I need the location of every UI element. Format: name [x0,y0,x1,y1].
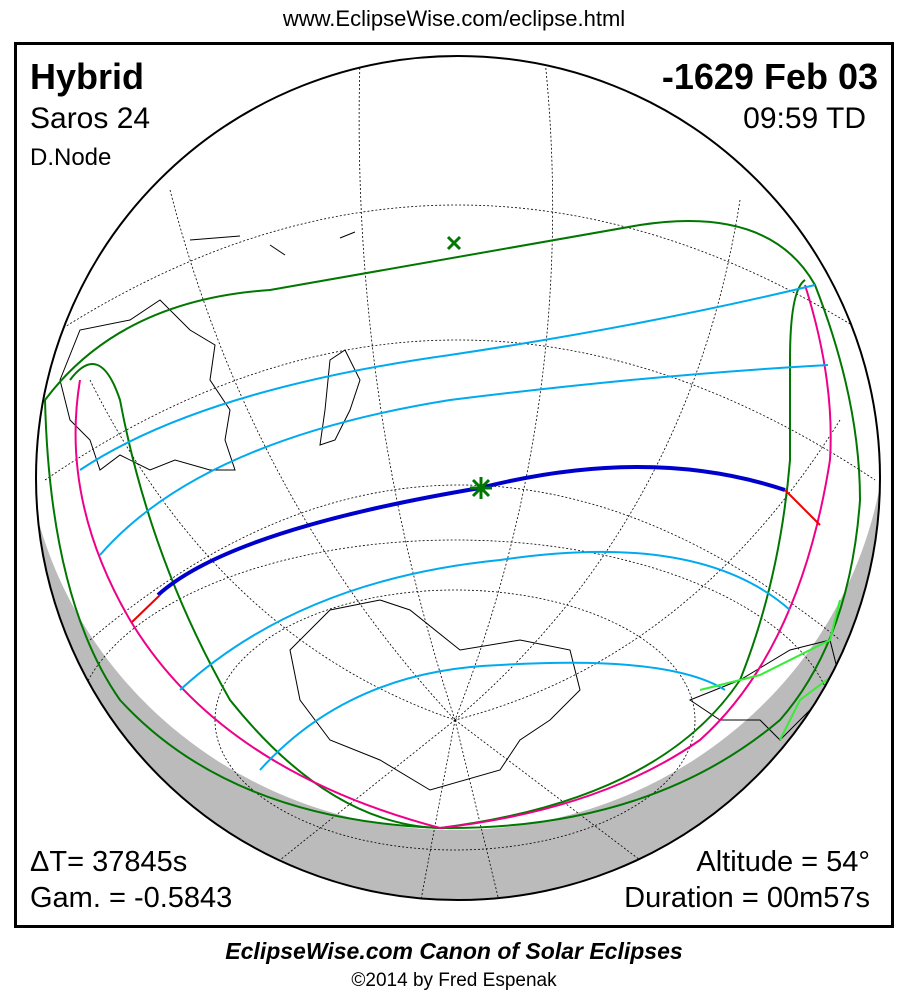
sunset-curve [439,284,832,829]
islands-outline [189,231,356,256]
delta-t: ΔT= 37845s [30,846,188,878]
magnitude-line [259,661,726,771]
maximum-eclipse-rise-set-curves [74,284,832,829]
partial-magnitude-lines [79,284,829,771]
sunrise-sunset-border [699,599,841,741]
meridian-line [454,59,554,721]
coastlines [59,231,841,791]
map-frame [14,42,894,928]
path-end [784,489,821,526]
globe-outline [35,55,881,901]
northern-penumbral-limit [44,220,862,830]
node-label: D.Node [30,144,112,171]
magnitude-line [179,550,791,691]
eclipse-date: -1629 Feb 03 [661,56,878,97]
magnitude-line [79,284,816,471]
central-duration: Duration = 00m57s [624,882,870,914]
day-region [36,56,880,830]
header-url: www.EclipseWise.com/eclipse.html [282,6,626,31]
parallel-line [89,484,841,641]
rise-set-limit-east [439,279,806,829]
sunrise-curve [74,379,441,829]
eclipse-type: Hybrid [30,56,145,97]
meridian-line [454,419,841,721]
meridian-line [89,379,456,721]
parallel-line [59,204,861,331]
gamma: Gam. = -0.5843 [30,882,233,914]
path-start [131,594,161,623]
greatest-eclipse-star-marker [470,477,492,499]
saros-number: Saros 24 [30,102,151,135]
penumbral-limit-curves [44,220,862,830]
meridian-line [454,199,741,721]
parallel-line [44,339,876,481]
sun-altitude: Altitude = 54° [696,846,870,878]
eclipse-time: 09:59 TD [743,102,866,135]
new-zealand-outline [319,349,361,446]
rise-set-limit-west [69,363,441,829]
footer-title: EclipseWise.com Canon of Solar Eclipses [225,938,683,964]
subsolar-x-marker [446,235,462,251]
australia-outline [59,299,236,471]
magnitude-line [99,364,829,556]
meridian-line [169,189,456,721]
footer-copyright: ©2014 by Fred Espenak [351,970,557,991]
antarctica-outline [289,599,581,791]
